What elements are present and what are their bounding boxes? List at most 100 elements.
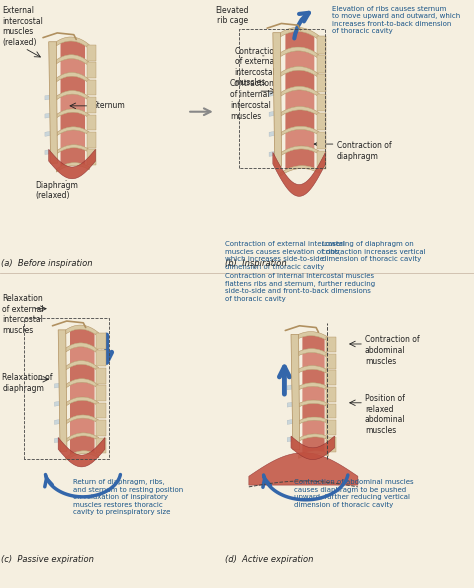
Polygon shape — [87, 45, 96, 61]
Polygon shape — [87, 97, 96, 113]
Polygon shape — [56, 127, 89, 136]
Polygon shape — [287, 419, 299, 425]
Text: Contraction of
diaphragm: Contraction of diaphragm — [337, 141, 391, 161]
Polygon shape — [61, 59, 85, 76]
Text: Return of diaphragm, ribs,
and sternum to resting position
on relaxation of insp: Return of diaphragm, ribs, and sternum t… — [73, 479, 184, 515]
Text: Diaphragm
(relaxed): Diaphragm (relaxed) — [36, 181, 78, 200]
Polygon shape — [61, 112, 85, 130]
Polygon shape — [285, 32, 314, 52]
Text: Contraction of
abdominal
muscles: Contraction of abdominal muscles — [365, 335, 419, 366]
Polygon shape — [281, 126, 319, 136]
Polygon shape — [302, 420, 325, 436]
Polygon shape — [302, 403, 325, 419]
Polygon shape — [285, 110, 314, 130]
Polygon shape — [273, 152, 326, 196]
Polygon shape — [299, 366, 328, 374]
Polygon shape — [66, 360, 99, 372]
Text: Elevation of ribs causes sternum
to move upward and outward, which
increases fro: Elevation of ribs causes sternum to move… — [332, 6, 460, 34]
Polygon shape — [70, 365, 94, 382]
Polygon shape — [45, 131, 56, 136]
Polygon shape — [281, 106, 319, 116]
Polygon shape — [66, 433, 99, 442]
Polygon shape — [299, 383, 328, 390]
Polygon shape — [302, 437, 325, 454]
Polygon shape — [66, 343, 99, 355]
Polygon shape — [55, 382, 66, 388]
Polygon shape — [55, 437, 66, 443]
Polygon shape — [281, 166, 319, 176]
Polygon shape — [96, 333, 106, 349]
Polygon shape — [317, 36, 327, 54]
Polygon shape — [302, 353, 325, 369]
Polygon shape — [317, 75, 327, 92]
Polygon shape — [56, 72, 89, 83]
Text: Sternum: Sternum — [92, 101, 125, 111]
Polygon shape — [299, 349, 328, 358]
Polygon shape — [287, 401, 299, 407]
Polygon shape — [326, 387, 336, 402]
Polygon shape — [285, 51, 314, 71]
Text: (a)  Before inspiration: (a) Before inspiration — [1, 259, 92, 268]
Polygon shape — [96, 420, 106, 436]
Text: Lowering of diaphragm on
contraction increases vertical
dimension of thoracic ca: Lowering of diaphragm on contraction inc… — [322, 241, 426, 262]
Text: (d)  Active expiration: (d) Active expiration — [225, 556, 313, 564]
Polygon shape — [61, 148, 85, 166]
Polygon shape — [299, 417, 328, 424]
Polygon shape — [299, 400, 328, 407]
Polygon shape — [55, 400, 66, 406]
Polygon shape — [269, 91, 281, 96]
Polygon shape — [70, 418, 94, 436]
Polygon shape — [317, 55, 327, 73]
Polygon shape — [302, 336, 325, 352]
Text: Relaxation of
diaphragm: Relaxation of diaphragm — [2, 373, 53, 393]
Polygon shape — [287, 384, 299, 390]
Text: Contraction
of internal
intercostal
muscles: Contraction of internal intercostal musc… — [230, 79, 275, 121]
Polygon shape — [249, 453, 358, 485]
Polygon shape — [317, 151, 327, 169]
Polygon shape — [58, 330, 67, 452]
Text: Relaxation
of external
intercostal
muscles: Relaxation of external intercostal muscl… — [2, 294, 44, 335]
Polygon shape — [299, 451, 328, 459]
Polygon shape — [96, 385, 106, 401]
Polygon shape — [66, 397, 99, 406]
Polygon shape — [281, 146, 319, 156]
Polygon shape — [61, 41, 85, 59]
Polygon shape — [61, 130, 85, 148]
Polygon shape — [87, 149, 96, 165]
Polygon shape — [66, 325, 99, 337]
Polygon shape — [269, 111, 281, 116]
Polygon shape — [70, 436, 94, 455]
Text: Contraction
of external
intercostal
muscles: Contraction of external intercostal musc… — [235, 47, 280, 87]
Polygon shape — [61, 94, 85, 112]
Polygon shape — [302, 386, 325, 402]
Polygon shape — [45, 112, 56, 118]
Polygon shape — [56, 55, 89, 66]
Polygon shape — [326, 338, 336, 352]
Polygon shape — [302, 369, 325, 385]
Text: External
intercostal
muscles
(relaxed): External intercostal muscles (relaxed) — [2, 6, 43, 47]
Polygon shape — [326, 403, 336, 419]
Polygon shape — [281, 47, 319, 59]
Polygon shape — [61, 76, 85, 94]
Polygon shape — [299, 332, 328, 342]
Polygon shape — [56, 163, 89, 172]
Polygon shape — [273, 33, 282, 166]
Polygon shape — [285, 149, 314, 170]
Polygon shape — [317, 93, 327, 111]
Polygon shape — [269, 151, 281, 156]
Text: Elevated
rib cage: Elevated rib cage — [216, 6, 249, 25]
Polygon shape — [56, 91, 89, 101]
Polygon shape — [287, 436, 299, 442]
Polygon shape — [317, 132, 327, 149]
Polygon shape — [281, 86, 319, 97]
Text: Position of
relaxed
abdominal
muscles: Position of relaxed abdominal muscles — [365, 394, 406, 435]
Polygon shape — [66, 379, 99, 389]
Polygon shape — [285, 71, 314, 91]
Text: Contraction of abdominal muscles
causes diaphragm to be pushed
upward, further r: Contraction of abdominal muscles causes … — [294, 479, 413, 507]
Polygon shape — [87, 115, 96, 131]
Text: (c)  Passive expiration: (c) Passive expiration — [1, 556, 94, 564]
Polygon shape — [291, 335, 300, 450]
Polygon shape — [66, 451, 99, 460]
Polygon shape — [281, 66, 319, 78]
Polygon shape — [49, 42, 57, 163]
